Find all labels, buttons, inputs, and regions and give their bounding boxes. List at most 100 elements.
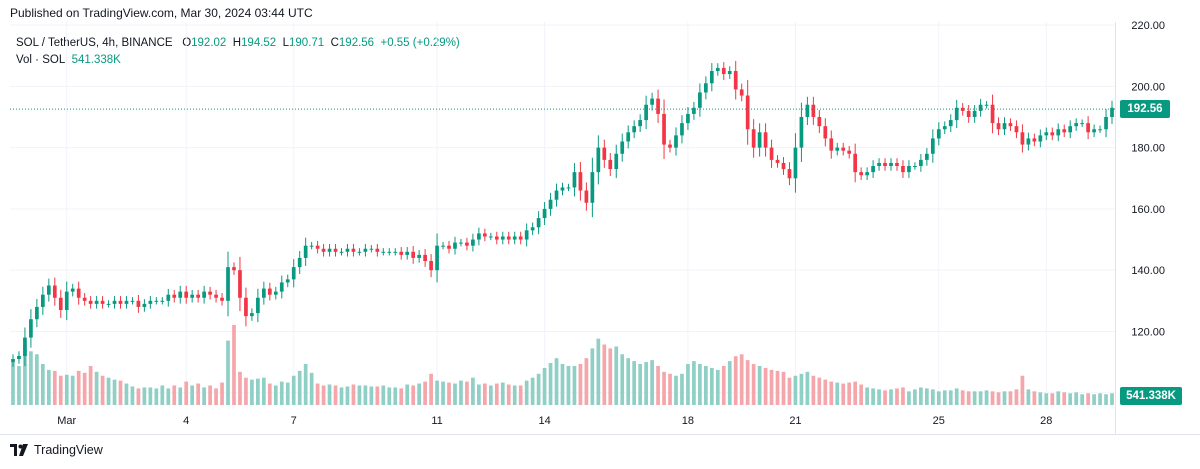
- volume-bar: [901, 387, 905, 405]
- volume-bar: [267, 383, 272, 405]
- x-tick-label: 11: [431, 415, 442, 427]
- volume-bar: [321, 385, 326, 405]
- candle-body: [202, 291, 206, 298]
- candle-body: [865, 172, 869, 176]
- legend-high-label: H: [232, 37, 242, 49]
- legend-open-value: 192.02: [191, 37, 227, 49]
- candle-body: [811, 104, 816, 117]
- candle-body: [279, 282, 284, 292]
- volume-bar: [23, 344, 27, 405]
- volume-bar: [889, 389, 893, 405]
- candle-body: [954, 107, 959, 121]
- candle-body: [339, 251, 344, 253]
- volume-bar: [966, 391, 971, 405]
- candle-body: [883, 162, 887, 167]
- volume-bar: [471, 377, 475, 405]
- candle-body: [984, 104, 989, 106]
- candle-body: [82, 297, 87, 301]
- volume-bar: [871, 388, 875, 405]
- legend-symbol[interactable]: SOL / TetherUS, 4h, BINANCE: [16, 37, 173, 49]
- candle-body: [829, 138, 834, 151]
- volume-bar: [590, 348, 595, 405]
- volume-bar: [1056, 391, 1061, 405]
- volume-bar: [518, 385, 523, 405]
- candle-body: [46, 285, 51, 295]
- candle-body: [238, 270, 242, 298]
- volume-bar: [1092, 394, 1096, 405]
- candle-body: [745, 95, 750, 130]
- legend-close-label: C: [330, 37, 339, 49]
- candle-body: [166, 294, 171, 301]
- candle-body: [303, 245, 308, 258]
- volume-bar: [411, 385, 416, 405]
- candle-body: [124, 300, 129, 304]
- volume-bar: [769, 369, 774, 405]
- candle-body: [160, 300, 165, 302]
- candle-body: [381, 251, 386, 253]
- volume-bar: [984, 390, 989, 405]
- candle-body: [530, 227, 535, 231]
- volume-bar: [1032, 391, 1037, 405]
- candle-body: [261, 288, 266, 298]
- volume-bar: [202, 387, 206, 405]
- candle-body: [966, 110, 971, 117]
- volume-bar: [739, 354, 744, 405]
- volume-bar: [936, 391, 941, 405]
- candle-body: [363, 248, 368, 252]
- candle-body: [482, 233, 487, 237]
- volume-bar: [954, 388, 959, 405]
- candle-body: [674, 135, 678, 148]
- candle-body: [321, 248, 326, 252]
- volume-bars: [11, 325, 1114, 405]
- candle-body: [291, 267, 296, 280]
- candle-body: [494, 236, 499, 240]
- candle-body: [178, 291, 183, 298]
- volume-bar: [620, 354, 625, 405]
- tradingview-logo[interactable]: TradingView: [10, 443, 103, 457]
- last-price-tag: 192.56: [1120, 100, 1170, 119]
- volume-bar: [584, 358, 589, 405]
- volume-bar: [40, 364, 45, 405]
- candle-body: [477, 233, 481, 240]
- volume-bar: [232, 325, 236, 405]
- candle-body: [17, 355, 21, 360]
- volume-bar: [512, 385, 517, 405]
- volume-bar: [578, 364, 583, 405]
- candle-body: [656, 98, 660, 114]
- volume-bar: [793, 375, 798, 405]
- x-tick-label: 18: [682, 415, 694, 427]
- candle-body: [154, 300, 159, 302]
- candle-body: [256, 297, 260, 314]
- volume-bar: [136, 388, 141, 405]
- legend-low-value: 190.71: [289, 37, 325, 49]
- volume-bar: [160, 385, 165, 405]
- volume-bar: [895, 388, 899, 405]
- volume-bar: [560, 364, 565, 405]
- volume-bar: [924, 388, 929, 405]
- published-note: Published on TradingView.com, Mar 30, 20…: [10, 6, 313, 20]
- candle-body: [447, 245, 451, 249]
- candle-body: [692, 107, 696, 114]
- volume-bar: [948, 390, 953, 405]
- candle-body: [668, 144, 672, 148]
- candle-body: [100, 300, 105, 304]
- candle-body: [721, 67, 726, 75]
- legend-volume-label[interactable]: Vol · SOL: [16, 54, 66, 66]
- volume-bar: [530, 377, 535, 405]
- volume-bar: [978, 391, 983, 405]
- volume-bar: [942, 390, 947, 405]
- volume-bar: [297, 370, 302, 405]
- candle-body: [889, 162, 893, 167]
- volume-bar: [853, 381, 858, 405]
- volume-bar: [506, 384, 511, 405]
- volume-bar: [1104, 394, 1108, 405]
- candle-body: [333, 248, 338, 252]
- volume-bar: [100, 375, 105, 405]
- volume-bar: [112, 379, 117, 405]
- legend-low-label: L: [282, 37, 290, 49]
- volume-bar: [35, 354, 39, 405]
- legend-high-value: 194.52: [241, 37, 277, 49]
- volume-bar: [220, 382, 224, 405]
- legend-ohlc-row: SOL / TetherUS, 4h, BINANCE O192.02 H194…: [16, 35, 460, 52]
